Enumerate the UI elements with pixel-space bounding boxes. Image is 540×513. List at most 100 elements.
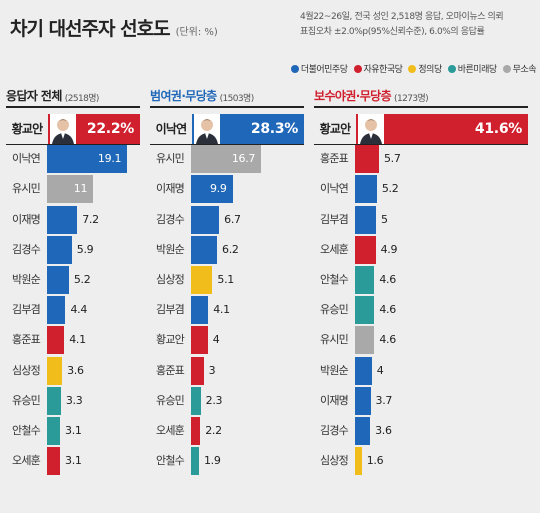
bar: [355, 235, 376, 264]
candidate-name: 유승민: [156, 393, 185, 407]
panel-conservative-bloc: 보수야권·무당층 (1273명) 황교안 41.6% 홍준표 5.7 이낙연 5.2 김부겸 5 오…: [314, 84, 528, 509]
value-label: 5.7: [383, 152, 401, 166]
panel-all-respondents: 응답자 전체 (2518명) 황교안 22.2% 이낙연 19.1 유시민 11 이재명 7.2 김…: [6, 84, 140, 509]
candidate-row: 심상정 5.1: [150, 265, 304, 295]
value-label: 19.1: [97, 152, 122, 166]
candidate-row: 심상정 3.6: [6, 356, 140, 386]
candidate-row: 박원순 6.2: [150, 235, 304, 265]
legend: 더불어민주당 자유한국당 정의당 바른미래당 무소속: [240, 62, 537, 75]
candidate-name: 홍준표: [12, 333, 41, 347]
survey-note-line2: 표집오차 ±2.0%p(95%신뢰수준), 6.0%의 응답률: [300, 27, 485, 37]
value-label: 2.2: [205, 424, 222, 437]
candidate-name: 홍준표: [320, 152, 349, 166]
candidate-name: 안철수: [320, 273, 349, 286]
bar: [355, 145, 379, 174]
survey-note: 4월22~26일, 전국 성인 2,518명 응답, 오마이뉴스 의뢰 표집오차…: [300, 10, 536, 40]
bar: [355, 417, 371, 445]
candidate-name: 유시민: [12, 182, 41, 196]
value-label: 6.7: [224, 212, 241, 226]
value-label: 4.1: [69, 333, 86, 347]
value-label: 3.6: [375, 424, 392, 437]
value-label: 16.7: [231, 152, 256, 166]
candidate-row: 오세훈 4.9: [314, 235, 528, 265]
bar: [191, 266, 213, 294]
candidate-name: 황교안: [6, 114, 48, 144]
candidate-name: 김부겸: [156, 303, 185, 317]
panel-count: (2518명): [64, 94, 100, 104]
bar: [355, 326, 375, 355]
panel-ruling-bloc: 범여권·무당층 (1503명) 이낙연 28.3% 유시민 16.7 이재명 9.9 김경수 6.…: [150, 84, 304, 509]
candidate-row: 황교안 4: [150, 325, 304, 355]
panel-title-text: 보수야권·무당층: [314, 89, 392, 103]
candidate-name: 오세훈: [12, 454, 41, 468]
bar: [47, 447, 61, 476]
candidate-row: 김경수 3.6: [314, 416, 528, 446]
candidate-row: 이낙연 19.1: [6, 144, 140, 174]
candidate-row: 이재명 7.2: [6, 205, 140, 235]
legend-label: 무소속: [512, 65, 537, 75]
legend-swatch: [447, 64, 456, 73]
candidate-name: 황교안: [314, 114, 356, 144]
legend-swatch: [502, 64, 511, 73]
bar: [47, 235, 72, 264]
candidate-name: 박원순: [156, 242, 185, 256]
value-label: 3.3: [65, 393, 83, 407]
panel-title: 보수야권·무당층 (1273명): [314, 84, 528, 108]
value-label: 5.9: [76, 242, 94, 256]
candidate-name: 심상정: [156, 273, 185, 286]
bar: [355, 386, 371, 415]
candidate-row: 유시민 4.6: [314, 325, 528, 355]
bar: [191, 175, 233, 204]
legend-swatch: [290, 64, 299, 73]
value-label: 4: [212, 333, 220, 347]
bar: [47, 386, 61, 415]
candidate-row: 박원순 5.2: [6, 265, 140, 295]
bar: [355, 175, 377, 204]
value-label: 4: [376, 363, 384, 377]
candidate-row: 이낙연 5.2: [314, 174, 528, 204]
candidate-row: 안철수 3.1: [6, 416, 140, 446]
bar: [191, 296, 209, 325]
top-candidate-row: 이낙연 28.3%: [150, 114, 304, 145]
candidate-name: 박원순: [12, 273, 41, 286]
candidate-name: 심상정: [320, 454, 349, 468]
value-label: 3: [208, 363, 216, 377]
candidate-name: 오세훈: [156, 424, 185, 437]
baseline: [150, 144, 304, 145]
candidate-row: 박원순 4: [314, 356, 528, 386]
candidate-row: 이재명 3.7: [314, 386, 528, 416]
legend-label: 정의당: [418, 65, 442, 75]
candidate-name: 김부겸: [12, 303, 41, 317]
value-label: 4.4: [70, 303, 88, 317]
value-label: 5.1: [217, 273, 234, 286]
bar: [191, 145, 262, 174]
candidate-name: 유시민: [156, 152, 185, 166]
bar: [355, 296, 375, 325]
candidate-name: 김경수: [12, 242, 41, 256]
candidate-name: 오세훈: [320, 242, 349, 256]
value-label: 1.9: [203, 454, 221, 468]
panel-count: (1503명): [219, 94, 255, 104]
bar: [191, 235, 218, 264]
candidate-name: 유시민: [320, 333, 349, 347]
candidate-row: 유승민 2.3: [150, 386, 304, 416]
unit-label: (단위: %): [175, 27, 218, 38]
bar: [47, 175, 94, 204]
candidate-name: 유승민: [320, 303, 349, 317]
candidate-row: 유시민 16.7: [150, 144, 304, 174]
legend-label: 바른미래당: [457, 65, 497, 75]
legend-swatch: [408, 64, 417, 73]
panel-title-text: 범여권·무당층: [150, 89, 217, 103]
legend-item: 바른미래당: [447, 62, 497, 75]
candidate-row: 이재명 9.9: [150, 174, 304, 204]
candidate-name: 이낙연: [320, 182, 349, 196]
candidate-row: 홍준표 3: [150, 356, 304, 386]
candidate-portrait: [194, 114, 220, 144]
bar: [355, 447, 362, 476]
value-label: 4.6: [379, 333, 396, 347]
top-candidate-row: 황교안 22.2%: [6, 114, 140, 145]
candidate-row: 오세훈 3.1: [6, 446, 140, 476]
candidate-name: 김부겸: [320, 212, 349, 226]
legend-item: 무소속: [502, 62, 537, 75]
candidate-row: 김경수 5.9: [6, 235, 140, 265]
